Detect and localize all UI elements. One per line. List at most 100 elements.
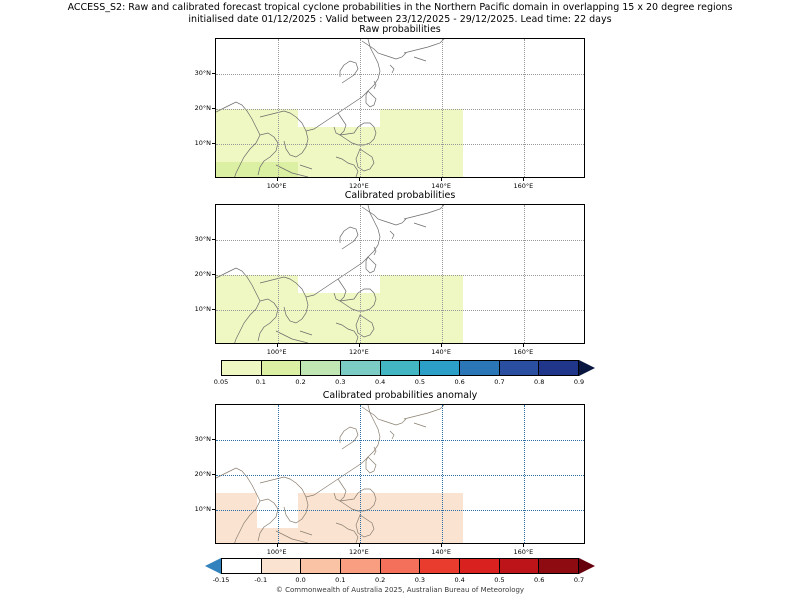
colorbar-tick-label: 0.5	[494, 576, 505, 584]
coastlines-anomaly	[216, 405, 584, 543]
graticule-calibrated	[216, 205, 584, 343]
x-tickmark	[276, 178, 278, 181]
gridline-horizontal	[216, 240, 584, 241]
colorbar-segment	[420, 361, 461, 375]
gridline-vertical	[524, 39, 526, 177]
x-tickmark	[523, 178, 525, 181]
colorbar-extend-max	[579, 558, 595, 574]
x-tickmark	[441, 344, 443, 347]
x-tickmark	[523, 544, 525, 547]
colorbar-tick-label: 0.6	[534, 576, 545, 584]
colorbar-tick-label: 0.1	[335, 576, 346, 584]
grid-cell	[216, 109, 299, 162]
colorbar-tick-label: 0.7	[573, 576, 585, 584]
colorbar-segment	[499, 361, 540, 375]
colorbar-tick-label: 0.6	[454, 378, 465, 386]
colorbar-segment	[341, 559, 381, 573]
gridline-vertical	[277, 205, 279, 343]
figure-suptitle: ACCESS_S2: Raw and calibrated forecast t…	[0, 2, 800, 26]
colorbar-segment	[341, 361, 381, 375]
colorbar-segment	[539, 361, 579, 375]
colorbar-tick-label: 0.1	[255, 378, 266, 386]
colorbar-tick-label: 0.2	[374, 576, 386, 584]
graticule-anomaly	[216, 405, 584, 543]
y-tick-label: 10°N	[194, 305, 211, 313]
gridline-horizontal	[216, 440, 584, 441]
x-tick-label: 160°E	[513, 348, 534, 356]
coastlines-raw	[216, 39, 584, 177]
colorbar-tick-label: 0.4	[454, 576, 465, 584]
gridline-vertical	[359, 205, 361, 343]
gridline-vertical	[277, 405, 279, 543]
colorbar-extend-max	[579, 360, 595, 376]
panel-title-raw: Raw probabilities	[359, 24, 441, 35]
gridline-vertical	[524, 205, 526, 343]
grid-cell	[380, 109, 463, 162]
colorbar-tick-label: 0.4	[374, 378, 386, 386]
gridline-vertical	[524, 405, 526, 543]
colorbar-tick-label: -0.15	[212, 576, 230, 584]
gridline-vertical	[442, 39, 444, 177]
gridline-horizontal	[216, 109, 584, 110]
y-tick-label: 30°N	[194, 235, 211, 243]
x-tick-label: 100°E	[266, 182, 287, 190]
map-panel-calibrated-probabilities	[215, 204, 585, 344]
colorbar-tick-label: 0.5	[414, 378, 426, 386]
y-tick-label: 30°N	[194, 435, 211, 443]
y-tick-label: 10°N	[194, 505, 211, 513]
gridline-horizontal	[216, 510, 584, 511]
colorbar-tick-label: 0.7	[494, 378, 505, 386]
gridline-vertical	[442, 205, 444, 343]
x-tickmark	[276, 544, 278, 547]
colorbar-gradient	[221, 360, 579, 376]
colorbar-segment	[380, 559, 421, 573]
x-tickmark	[441, 178, 443, 181]
map-panel-raw-probabilities	[215, 38, 585, 178]
y-tick-label: 20°N	[194, 270, 211, 278]
colorbar-tick-label: 0.05	[213, 378, 229, 386]
x-tickmark	[276, 344, 278, 347]
colorbar-segment	[380, 361, 421, 375]
suptitle-line-2: initialised date 01/12/2025 : Valid betw…	[188, 14, 612, 25]
x-tick-label: 140°E	[431, 548, 451, 556]
gridline-vertical	[359, 39, 361, 177]
colorbar-segment	[499, 559, 540, 573]
y-tick-label: 20°N	[194, 104, 211, 112]
colorbar-segment	[460, 559, 500, 573]
colorbar-segment	[301, 559, 342, 573]
gridline-horizontal	[216, 74, 584, 75]
gridline-vertical	[359, 405, 361, 543]
colorbar-segment	[261, 361, 302, 375]
coastlines-calibrated	[216, 205, 584, 343]
x-tick-label: 160°E	[513, 548, 534, 556]
x-tick-label: 100°E	[266, 348, 287, 356]
x-tickmark	[358, 344, 360, 347]
x-tickmark	[523, 344, 525, 347]
colorbar-tick-label: 0.3	[335, 378, 346, 386]
x-tickmark	[441, 544, 443, 547]
grid-cell	[380, 275, 463, 328]
x-tickmark	[358, 544, 360, 547]
copyright-footer: © Commonwealth of Australia 2025, Austra…	[275, 586, 525, 594]
suptitle-line-1: ACCESS_S2: Raw and calibrated forecast t…	[67, 2, 733, 13]
gridline-horizontal	[216, 275, 584, 276]
colorbar-tick-label: 0.2	[295, 378, 306, 386]
x-tick-label: 160°E	[513, 182, 534, 190]
colorbar-tick-label: 0.0	[295, 576, 306, 584]
colorbar-segment	[301, 361, 342, 375]
x-tick-label: 120°E	[348, 548, 369, 556]
colorbar-extend-min	[205, 558, 221, 574]
grid-cell	[216, 275, 299, 328]
graticule-raw	[216, 39, 584, 177]
y-tick-label: 10°N	[194, 139, 211, 147]
gridline-horizontal	[216, 475, 584, 476]
panel-title-anomaly: Calibrated probabilities anomaly	[322, 390, 478, 401]
colorbar-anomaly: -0.15 -0.1 0.0 0.1 0.2 0.3 0.4 0.5 0.6 0.7	[205, 558, 595, 588]
x-tick-label: 140°E	[431, 348, 451, 356]
x-tick-label: 120°E	[348, 348, 369, 356]
y-tick-label: 20°N	[194, 470, 211, 478]
gridline-vertical	[277, 39, 279, 177]
colorbar-extend-min	[205, 360, 221, 376]
colorbar-gradient	[221, 558, 579, 574]
colorbar-probability: 0.05 0.1 0.2 0.3 0.4 0.5 0.6 0.7 0.8 0.9	[205, 360, 595, 390]
